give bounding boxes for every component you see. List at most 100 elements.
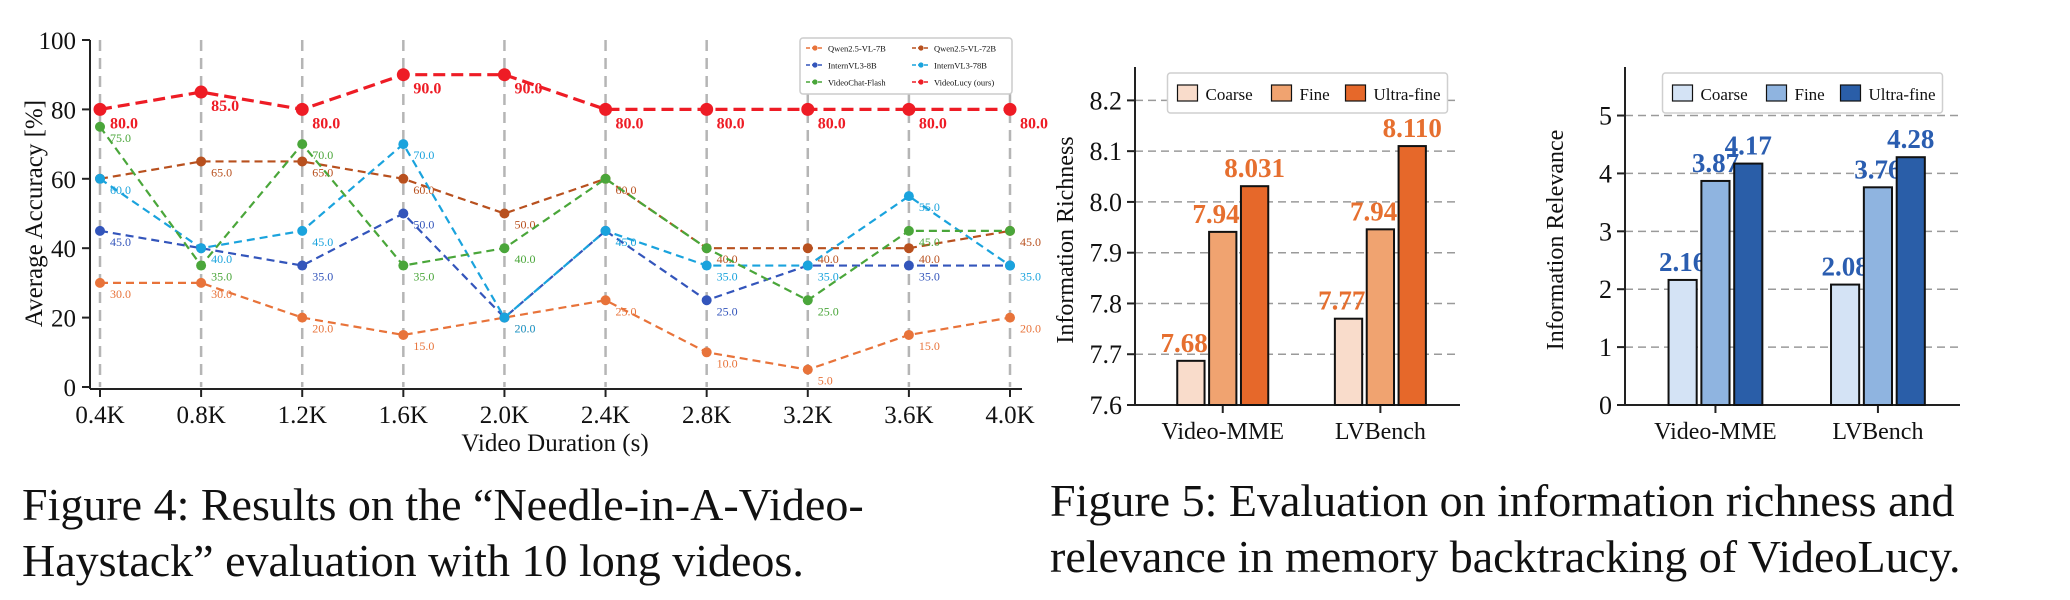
data-point-Qwen2.5-VL-72B-3.6K — [903, 243, 914, 254]
figure5-relevance-bar-chart: 0 1 2 3 4 5 Information Relevance Video-MME 2.16… — [1543, 67, 1960, 445]
series-line-InternVL3-8B — [99, 212, 1010, 320]
legend-box — [799, 37, 1013, 95]
bar-label-LVBench-Ultra-fine: 4.28 — [1887, 124, 1934, 154]
bar-Video-MME-Fine — [1208, 230, 1238, 406]
data-label-InternVL3-8B-1.6K: 50.0 — [413, 218, 434, 232]
data-label-Qwen2.5-VL-7B-2.4K: 25.0 — [616, 304, 637, 318]
legend-box — [1166, 72, 1449, 114]
data-label-VideoChat-Flash-0.8K: 35.0 — [211, 270, 232, 284]
y-tick-label-0: 0 — [64, 375, 77, 402]
data-label-Qwen2.5-VL-72B-2.4K: 60.0 — [616, 183, 637, 197]
y-tick-label-8.2: 8.2 — [1090, 86, 1123, 115]
figure5-caption-line1: Figure 5: Evaluation on information rich… — [1050, 475, 1954, 526]
data-label-Qwen2.5-VL-7B-2.0K: 20.0 — [514, 322, 535, 336]
x-tick-label-LVBench: LVBench — [1832, 419, 1923, 445]
figure5-richness-bar-chart: 7.6 7.7 7.8 7.9 8.0 8.1 8.2 Information Richnes… — [1053, 67, 1460, 445]
data-label-InternVL3-8B-3.6K: 35.0 — [919, 270, 940, 284]
data-label-Qwen2.5-VL-72B-3.6K: 40.0 — [919, 252, 940, 266]
data-point-VideoLucy (ours)-2.0K — [497, 68, 511, 82]
bar-LVBench-Fine — [1862, 186, 1893, 406]
bar-LVBench-Ultra-fine — [1397, 145, 1427, 406]
legend-swatch-Ultra-fine — [1344, 84, 1367, 102]
data-point-InternVL3-8B-1.6K — [398, 208, 409, 219]
data-point-Qwen2.5-VL-7B-0.4K — [95, 277, 105, 288]
y-tick-label-40: 40 — [51, 236, 76, 263]
data-point-VideoChat-Flash-3.2K — [802, 295, 813, 306]
bar-label-LVBench-Coarse: 2.08 — [1821, 252, 1868, 282]
data-point-VideoChat-Flash-1.2K — [297, 139, 308, 150]
data-label-InternVL3-78B-2.8K: 35.0 — [717, 270, 738, 284]
data-label-InternVL3-78B-2.0K: 20.0 — [514, 322, 535, 336]
legend-marker-VideoChat-Flash — [812, 79, 818, 85]
data-label-InternVL3-8B-1.2K: 35.0 — [312, 270, 333, 284]
x-tick-label-4.0K: 4.0K — [985, 402, 1034, 429]
legend-label-Qwen2.5-VL-72B: Qwen2.5-VL-72B — [934, 44, 996, 54]
y-tick-label-0: 0 — [1599, 391, 1612, 420]
data-point-Qwen2.5-VL-7B-3.2K — [802, 364, 813, 375]
legend-label-Coarse: Coarse — [1701, 85, 1748, 104]
data-point-InternVL3-78B-2.0K — [499, 312, 510, 323]
bar-label-Video-MME-Fine: 3.87 — [1692, 148, 1739, 178]
data-label-Qwen2.5-VL-72B-0.8K: 65.0 — [211, 165, 232, 179]
data-label-InternVL3-78B-2.4K: 45.0 — [616, 235, 637, 249]
data-point-Qwen2.5-VL-72B-2.0K — [499, 208, 510, 219]
x-tick-label-3.6K: 3.6K — [884, 402, 933, 429]
data-point-Qwen2.5-VL-72B-3.2K — [802, 243, 813, 254]
bar-label-Video-MME-Coarse: 2.16 — [1659, 247, 1706, 277]
data-point-Qwen2.5-VL-7B-0.8K — [196, 277, 207, 288]
y-tick-label-1: 1 — [1599, 333, 1612, 362]
data-point-VideoLucy (ours)-0.4K — [93, 102, 107, 116]
data-point-VideoChat-Flash-4.0K — [1005, 225, 1015, 236]
data-label-VideoLucy (ours)-2.4K: 80.0 — [616, 115, 644, 132]
figure4-caption-line2: Haystack” evaluation with 10 long videos… — [22, 535, 804, 586]
x-tick-label-0.4K: 0.4K — [75, 402, 124, 429]
y-tick-label-60: 60 — [51, 167, 76, 194]
y-tick-label-80: 80 — [51, 97, 76, 124]
bar-label-LVBench-Ultra-fine: 8.110 — [1383, 113, 1442, 143]
data-point-InternVL3-8B-3.6K — [903, 260, 914, 271]
bar-Video-MME-Coarse — [1176, 359, 1206, 407]
series-line-Qwen2.5-VL-72B — [99, 160, 1011, 250]
x-tick-label-2.0K: 2.0K — [480, 402, 529, 429]
bar-Video-MME-Coarse — [1667, 278, 1698, 406]
legend-swatch-Ultra-fine — [1839, 84, 1862, 102]
legend-marker-InternVL3-8B — [812, 62, 818, 68]
data-label-InternVL3-8B-0.4K: 45.0 — [110, 235, 131, 249]
data-label-Qwen2.5-VL-72B-2.0K: 50.0 — [514, 218, 535, 232]
legend-label-Coarse: Coarse — [1206, 85, 1253, 104]
data-label-Qwen2.5-VL-72B-1.2K: 65.0 — [312, 165, 333, 179]
data-point-InternVL3-78B-2.4K — [600, 225, 611, 236]
data-point-Qwen2.5-VL-72B-1.6K — [398, 173, 409, 184]
figure5-caption-line2: relevance in memory backtracking of Vide… — [1050, 531, 1960, 582]
legend-marker-VideoLucy (ours) — [918, 79, 924, 85]
data-label-InternVL3-78B-3.2K: 35.0 — [818, 270, 839, 284]
y-axis-title: Average Accuracy [%] — [21, 100, 48, 327]
data-label-Qwen2.5-VL-7B-2.8K: 10.0 — [717, 356, 738, 370]
data-label-VideoLucy (ours)-1.2K: 80.0 — [312, 115, 340, 132]
y-tick-label-5: 5 — [1599, 102, 1612, 131]
data-label-Qwen2.5-VL-7B-3.2K: 5.0 — [818, 374, 833, 388]
data-label-VideoLucy (ours)-0.4K: 80.0 — [110, 115, 138, 132]
legend-swatch-Fine — [1765, 84, 1788, 102]
y-tick-label-7.7: 7.7 — [1090, 340, 1123, 369]
data-point-Qwen2.5-VL-7B-2.4K — [600, 295, 611, 306]
data-label-InternVL3-78B-3.6K: 55.0 — [919, 200, 940, 214]
bar-Video-MME-Ultra-fine — [1239, 185, 1270, 406]
data-point-Qwen2.5-VL-7B-2.8K — [701, 347, 712, 358]
data-label-InternVL3-78B-0.4K: 60.0 — [110, 183, 131, 197]
data-point-VideoChat-Flash-2.8K — [701, 243, 712, 254]
y-tick-label-7.9: 7.9 — [1090, 239, 1123, 268]
data-label-VideoLucy (ours)-2.0K: 90.0 — [514, 81, 542, 98]
legend-marker-InternVL3-78B — [918, 62, 924, 68]
data-point-VideoLucy (ours)-3.2K — [801, 102, 815, 116]
y-tick-label-4: 4 — [1599, 159, 1612, 188]
series-line-InternVL3-78B — [99, 142, 1011, 320]
data-point-VideoLucy (ours)-3.6K — [902, 102, 916, 116]
data-point-VideoChat-Flash-3.6K — [903, 225, 914, 236]
bar-label-Video-MME-Ultra-fine: 8.031 — [1224, 153, 1285, 183]
y-tick-label-7.8: 7.8 — [1090, 289, 1123, 318]
y-tick-label-8.0: 8.0 — [1090, 188, 1123, 217]
data-point-InternVL3-78B-2.8K — [701, 260, 712, 271]
data-point-VideoLucy (ours)-4.0K — [1003, 102, 1017, 116]
